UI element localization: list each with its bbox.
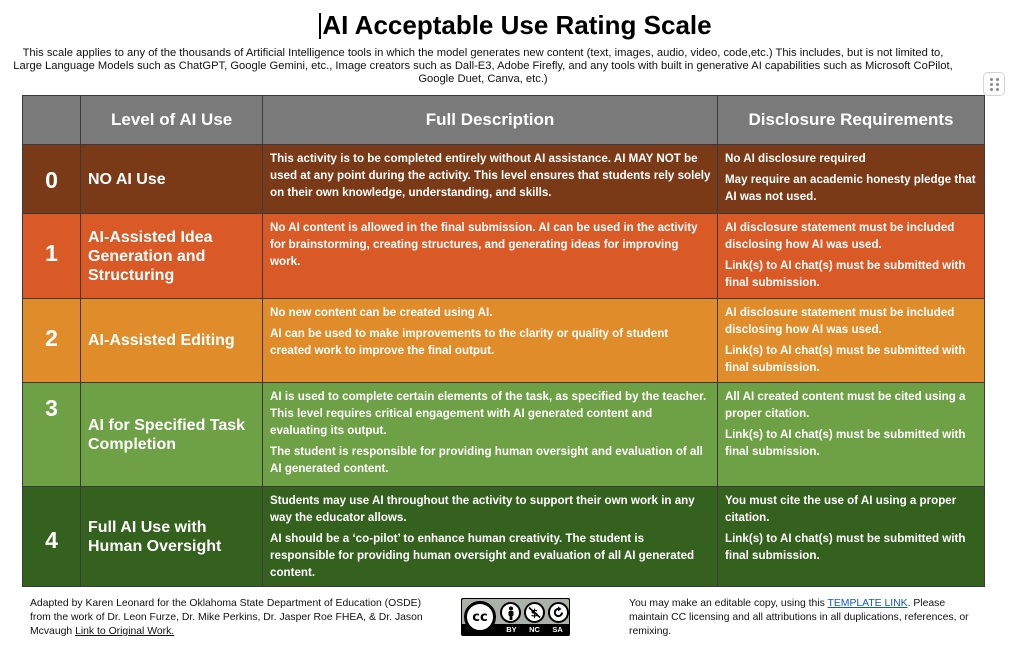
document-title-text: AI Acceptable Use Rating Scale xyxy=(322,10,712,40)
disclosure-paragraph: AI disclosure statement must be included… xyxy=(725,221,955,251)
rating-scale-table: Level of AI Use Full Description Disclos… xyxy=(22,95,985,587)
table-row: 4 Full AI Use with Human Oversight Stude… xyxy=(22,486,985,587)
level-description: No AI content is allowed in the final su… xyxy=(262,213,718,299)
table-row: 2 AI-Assisted Editing No new content can… xyxy=(22,298,985,383)
attribution-text: Adapted by Karen Leonard for the Oklahom… xyxy=(30,597,440,639)
disclosure-paragraph: No AI disclosure required xyxy=(725,152,866,165)
header-level: Level of AI Use xyxy=(80,95,263,145)
table-drag-handle[interactable] xyxy=(983,72,1005,96)
level-number: 3 xyxy=(22,382,81,487)
disclosure-paragraph: AI disclosure statement must be included… xyxy=(725,306,955,336)
level-name: AI-Assisted Idea Generation and Structur… xyxy=(80,213,263,299)
level-description: Students may use AI throughout the activ… xyxy=(262,486,718,587)
level-name: Full AI Use with Human Oversight xyxy=(80,486,263,587)
template-notice: You may make an editable copy, using thi… xyxy=(629,597,984,639)
table-header-row: Level of AI Use Full Description Disclos… xyxy=(22,95,985,145)
cc-icon: cc xyxy=(464,601,496,633)
level-disclosure: AI disclosure statement must be included… xyxy=(717,213,985,299)
disclosure-paragraph: You must cite the use of AI using a prop… xyxy=(725,494,957,524)
description-paragraph: AI can be used to make improvements to t… xyxy=(270,327,669,357)
level-number: 0 xyxy=(22,144,81,214)
header-description: Full Description xyxy=(262,95,718,145)
header-disclosure: Disclosure Requirements xyxy=(717,95,985,145)
nc-icon: $ xyxy=(524,602,545,623)
cc-labels: BY NC SA xyxy=(500,625,569,634)
text-cursor xyxy=(319,13,322,39)
level-name: NO AI Use xyxy=(80,144,263,214)
disclosure-paragraph: Link(s) to AI chat(s) must be submitted … xyxy=(725,532,966,562)
table-row: 3 AI for Specified Task Completion AI is… xyxy=(22,382,985,487)
intro-paragraph: This scale applies to any of the thousan… xyxy=(13,47,953,85)
table-row: 0 NO AI Use This activity is to be compl… xyxy=(22,144,985,214)
disclosure-paragraph: Link(s) to AI chat(s) must be submitted … xyxy=(725,344,966,374)
cc-license-badge[interactable]: cc $ BY NC SA xyxy=(461,598,570,636)
level-number: 2 xyxy=(22,298,81,383)
by-label: BY xyxy=(506,625,517,634)
level-disclosure: You must cite the use of AI using a prop… xyxy=(717,486,985,587)
template-link[interactable]: TEMPLATE LINK xyxy=(827,598,908,609)
template-notice-prefix: You may make an editable copy, using thi… xyxy=(629,598,828,609)
level-disclosure: AI disclosure statement must be included… xyxy=(717,298,985,383)
level-disclosure: No AI disclosure required May require an… xyxy=(717,144,985,214)
sa-label: SA xyxy=(552,625,563,634)
level-number: 4 xyxy=(22,486,81,587)
grip-dots-icon xyxy=(989,77,999,91)
level-description: No new content can be created using AI. … xyxy=(262,298,718,383)
level-name: AI for Specified Task Completion xyxy=(80,382,263,487)
disclosure-paragraph: Link(s) to AI chat(s) must be submitted … xyxy=(725,259,966,289)
description-paragraph: AI is used to complete certain elements … xyxy=(270,390,707,437)
nc-label: NC xyxy=(529,625,540,634)
disclosure-paragraph: May require an academic honesty pledge t… xyxy=(725,173,976,203)
level-disclosure: All AI created content must be cited usi… xyxy=(717,382,985,487)
description-paragraph: No new content can be created using AI. xyxy=(270,306,493,319)
attribution-body: Adapted by Karen Leonard for the Oklahom… xyxy=(30,598,423,637)
description-paragraph: This activity is to be completed entirel… xyxy=(270,152,711,199)
description-paragraph: Students may use AI throughout the activ… xyxy=(270,494,695,524)
disclosure-paragraph: All AI created content must be cited usi… xyxy=(725,390,966,420)
original-work-link[interactable]: Link to Original Work. xyxy=(75,626,175,637)
table-row: 1 AI-Assisted Idea Generation and Struct… xyxy=(22,213,985,299)
document-title: AI Acceptable Use Rating Scale xyxy=(0,10,1031,41)
description-paragraph: No AI content is allowed in the final su… xyxy=(270,221,698,268)
sa-icon xyxy=(548,602,569,623)
level-number: 1 xyxy=(22,213,81,299)
description-paragraph: AI should be a ‘co-pilot’ to enhance hum… xyxy=(270,532,695,579)
template-notice-suffix: . Please maintain CC licensing and all a… xyxy=(629,598,969,637)
description-paragraph: The student is responsible for providing… xyxy=(270,445,703,475)
level-description: AI is used to complete certain elements … xyxy=(262,382,718,487)
disclosure-paragraph: Link(s) to AI chat(s) must be submitted … xyxy=(725,428,966,458)
level-description: This activity is to be completed entirel… xyxy=(262,144,718,214)
level-name: AI-Assisted Editing xyxy=(80,298,263,383)
header-number xyxy=(22,95,81,145)
by-icon xyxy=(500,602,521,623)
